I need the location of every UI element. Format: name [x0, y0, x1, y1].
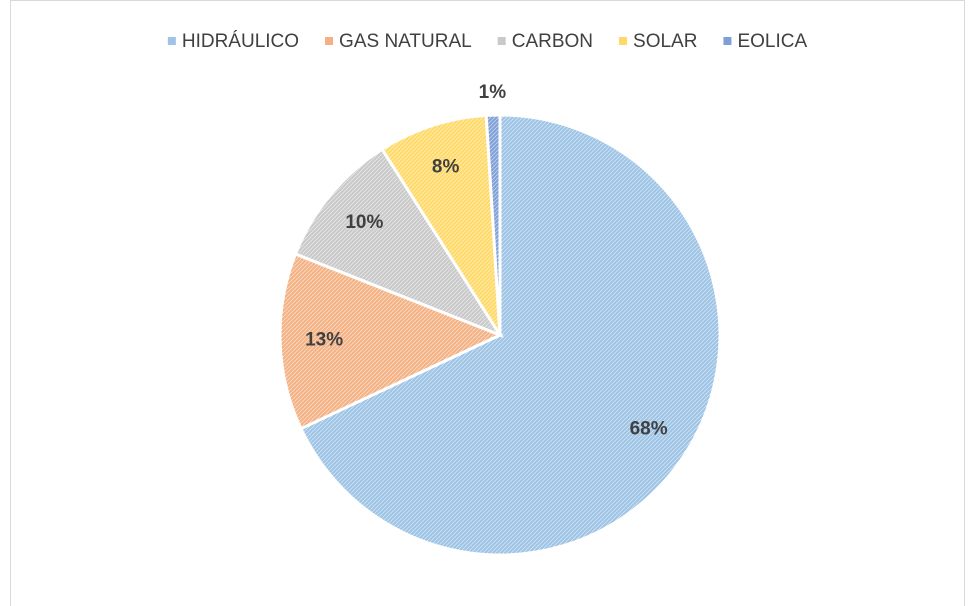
legend-swatch	[325, 37, 334, 45]
legend-swatch	[497, 37, 506, 45]
data-label: 1%	[479, 82, 507, 103]
data-label: 13%	[305, 330, 343, 351]
legend-label: HIDRÁULICO	[182, 31, 299, 52]
legend-swatch	[723, 37, 732, 45]
legend-label: CARBON	[512, 31, 593, 52]
pie-slice	[484, 113, 502, 336]
pie-slice	[278, 252, 504, 431]
legend-swatch	[167, 37, 176, 45]
legend-label: EOLICA	[737, 31, 807, 52]
legend-label: GAS NATURAL	[339, 31, 472, 52]
legend-swatch	[619, 37, 628, 45]
data-label: 68%	[630, 418, 668, 439]
pie-slice	[293, 147, 504, 339]
data-label: 8%	[432, 157, 460, 178]
legend-label: SOLAR	[633, 31, 697, 52]
pie-slice	[298, 113, 722, 557]
legend: HIDRÁULICO GAS NATURAL CARBON SOLAR EOLICA	[167, 31, 807, 52]
pie-slice	[380, 113, 502, 336]
data-label: 10%	[345, 212, 383, 233]
